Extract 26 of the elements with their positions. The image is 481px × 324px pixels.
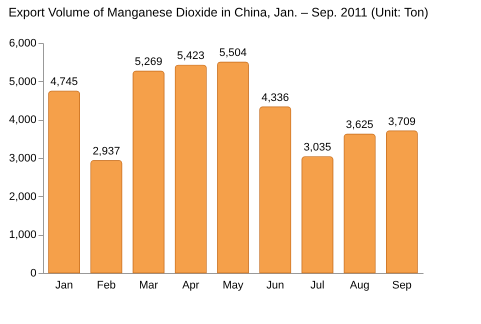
data-label: 2,937 [92, 145, 120, 158]
x-tick-label: Apr [182, 280, 200, 292]
x-tick-label: Aug [350, 280, 370, 292]
y-tick-label: 5,000 [8, 76, 36, 88]
data-label: 4,745 [50, 76, 78, 88]
data-label: 4,336 [261, 92, 289, 104]
x-tick-label: Sep [392, 280, 412, 292]
x-tick-label: May [222, 280, 244, 292]
chart-title: Export Volume of Manganese Dioxide in China, Jan. – Sep. 2011 (Unit: Ton) [8, 6, 428, 20]
y-tick-label: 6,000 [8, 38, 36, 50]
y-tick-label: 1,000 [8, 229, 36, 242]
x-tick-label: Jan [55, 280, 73, 292]
data-label: 3,035 [304, 142, 332, 154]
y-tick-label: 2,000 [8, 190, 36, 203]
y-tick-label: 0 [30, 268, 36, 280]
data-label: 5,504 [219, 47, 247, 60]
data-label: 5,423 [177, 50, 205, 62]
data-label: 3,709 [388, 116, 416, 128]
data-label: 3,625 [346, 119, 374, 132]
x-tick-label: Feb [96, 280, 116, 292]
x-tick-label: Mar [139, 280, 158, 292]
x-tick-label: Jun [266, 280, 284, 292]
y-tick-label: 3,000 [8, 152, 36, 164]
y-tick-label: 4,000 [8, 114, 36, 126]
data-label: 5,269 [134, 56, 162, 68]
x-tick-label: Jul [310, 280, 324, 292]
